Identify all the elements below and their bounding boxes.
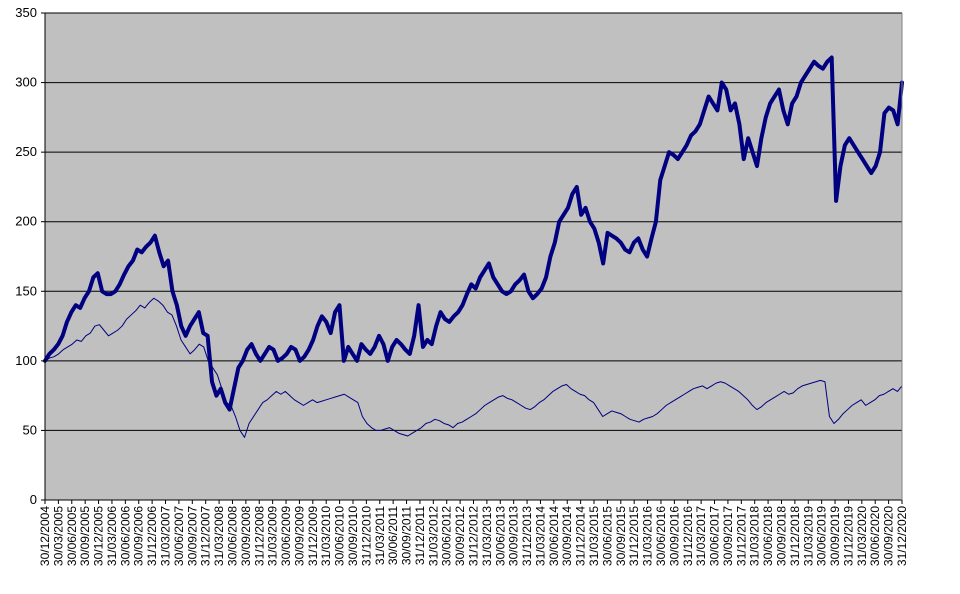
series-line-2 (44, 297, 903, 438)
x-tick-label: 31/03/2015 (587, 506, 601, 566)
x-axis-tick-labels: 30/12/2004 30/03/2005 30/06/2005 30/09/2005… (38, 500, 909, 566)
x-tick-label: 30/06/2005 (65, 506, 79, 566)
x-tick-label: 31/03/2013 (480, 506, 494, 566)
x-tick-label: 31/12/2008 (252, 506, 266, 566)
y-axis-tick-labels: 0 50 100 150 200 250 300 350 (15, 5, 45, 507)
series-layer (43, 55, 904, 438)
x-tick-label: 31/12/2010 (359, 506, 373, 566)
x-tick-label: 30/09/2013 (507, 506, 521, 566)
x-tick-label: 31/12/2020 (895, 506, 909, 566)
x-tick-label: 31/12/2011 (413, 506, 427, 565)
x-tick-label: 30/03/2005 (51, 506, 65, 566)
x-tick-label: 31/03/2008 (212, 506, 226, 566)
x-tick-label: 30/06/2015 (600, 506, 614, 566)
y-tick-label: 300 (15, 75, 37, 90)
x-tick-label: 31/12/2007 (199, 506, 213, 566)
x-tick-label: 30/06/2007 (172, 506, 186, 566)
x-tick-label: 30/09/2009 (292, 506, 306, 566)
x-tick-label: 30/06/2016 (654, 506, 668, 566)
x-tick-label: 30/09/2006 (132, 506, 146, 566)
x-tick-label: 30/06/2012 (440, 506, 454, 566)
x-tick-label: 30/06/2011 (386, 506, 400, 565)
y-tick-label: 200 (15, 214, 37, 229)
x-tick-label: 31/12/2009 (306, 506, 320, 566)
plot-area-background (45, 13, 902, 500)
x-tick-label: 31/03/2012 (426, 506, 440, 566)
x-tick-label: 30/06/2014 (547, 506, 561, 566)
x-tick-label: 30/06/2020 (868, 506, 882, 566)
x-tick-label: 31/03/2017 (694, 506, 708, 566)
gridlines (45, 12, 902, 431)
x-tick-label: 31/03/2010 (319, 506, 333, 566)
y-tick-label: 150 (15, 283, 37, 298)
x-tick-label: 31/12/2018 (788, 506, 802, 566)
x-tick-label: 30/06/2008 (225, 506, 239, 566)
x-tick-label: 30/06/2010 (333, 506, 347, 566)
series-line-1 (43, 55, 904, 412)
x-tick-label: 30/09/2019 (828, 506, 842, 566)
y-tick-label: 250 (15, 144, 37, 159)
y-tick-label: 100 (15, 353, 37, 368)
x-tick-label: 31/12/2015 (627, 506, 641, 566)
x-tick-label: 31/12/2016 (681, 506, 695, 566)
x-tick-label: 31/03/2011 (373, 506, 387, 565)
x-tick-label: 31/03/2006 (105, 506, 119, 566)
x-tick-label: 31/03/2018 (748, 506, 762, 566)
x-tick-label: 30/09/2008 (239, 506, 253, 566)
x-tick-label: 31/12/2014 (574, 506, 588, 566)
x-tick-label: 31/03/2009 (266, 506, 280, 566)
x-tick-label: 30/09/2010 (346, 506, 360, 566)
x-tick-label: 30/09/2015 (614, 506, 628, 566)
x-tick-label: 30/06/2019 (815, 506, 829, 566)
x-tick-label: 30/09/2011 (400, 506, 414, 565)
x-tick-label: 31/03/2020 (855, 506, 869, 566)
x-tick-label: 31/12/2006 (145, 506, 159, 566)
x-tick-label: 30/12/2005 (92, 506, 106, 566)
x-tick-label: 30/06/2006 (118, 506, 132, 566)
x-tick-label: 30/09/2017 (721, 506, 735, 566)
x-tick-label: 30/09/2014 (560, 506, 574, 566)
x-tick-label: 31/12/2017 (734, 506, 748, 566)
x-tick-label: 30/12/2004 (38, 506, 52, 566)
y-tick-label: 350 (15, 5, 37, 20)
x-tick-label: 30/09/2012 (453, 506, 467, 566)
y-tick-label: 50 (23, 422, 37, 437)
x-tick-label: 31/12/2019 (841, 506, 855, 566)
x-tick-label: 30/09/2018 (774, 506, 788, 566)
x-tick-label: 30/09/2020 (882, 506, 896, 566)
x-tick-label: 31/03/2007 (159, 506, 173, 566)
x-tick-label: 30/09/2007 (185, 506, 199, 566)
x-tick-label: 30/06/2017 (708, 506, 722, 566)
x-tick-label: 31/03/2016 (641, 506, 655, 566)
x-tick-label: 30/06/2009 (279, 506, 293, 566)
x-tick-label: 31/03/2019 (801, 506, 815, 566)
x-tick-label: 31/03/2014 (533, 506, 547, 566)
x-tick-label: 30/09/2005 (78, 506, 92, 566)
y-tick-label: 0 (30, 492, 37, 507)
x-tick-label: 31/12/2012 (467, 506, 481, 566)
x-tick-label: 30/06/2018 (761, 506, 775, 566)
x-tick-label: 30/06/2013 (493, 506, 507, 566)
x-tick-label: 30/09/2016 (667, 506, 681, 566)
x-tick-label: 31/12/2013 (520, 506, 534, 566)
